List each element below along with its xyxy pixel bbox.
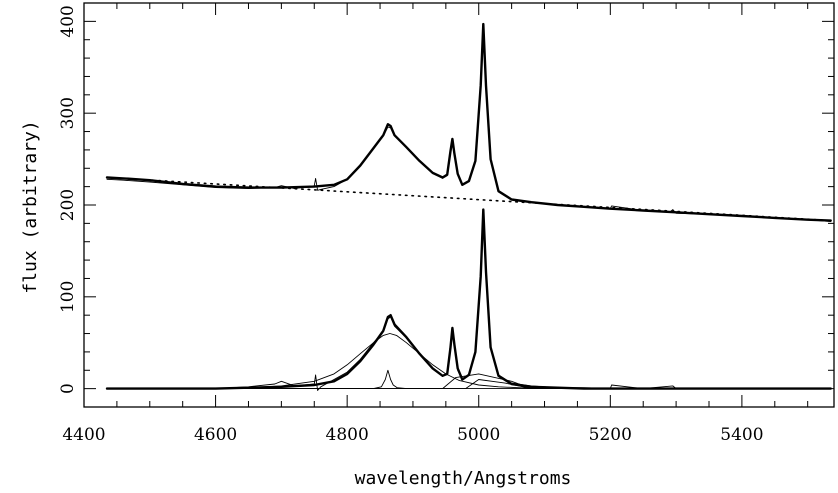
y-tick-label: 400 [58, 5, 78, 37]
y-tick-label: 0 [58, 383, 78, 394]
series-line-5 [105, 208, 832, 390]
plot-frame [83, 2, 835, 408]
tick-labels: 4400 4600 4800 5000 5200 5400 0 100 200 300 400 [58, 5, 764, 445]
x-tick-label: 5200 [589, 425, 632, 445]
series-line-9 [106, 379, 832, 390]
x-tick-label: 4400 [62, 425, 105, 445]
series-line-1 [106, 27, 832, 222]
x-tick-label: 5000 [457, 425, 500, 445]
y-tick-label: 300 [58, 97, 78, 129]
axis-ticks [83, 2, 834, 407]
axes-frame [83, 2, 835, 408]
y-tick-label: 200 [58, 189, 78, 221]
x-tick-label: 5400 [720, 425, 763, 445]
series-line-4 [106, 213, 832, 391]
x-tick-label: 4600 [194, 425, 237, 445]
series-line-2 [105, 22, 832, 222]
series-lines [105, 22, 832, 391]
x-tick-label: 4800 [326, 425, 369, 445]
y-axis-label: flux (arbitrary) [20, 120, 41, 293]
x-axis-label: wavelength/Angstroms [355, 468, 572, 489]
y-tick-label: 100 [58, 281, 78, 313]
series-line-3 [106, 176, 832, 222]
series-line-6 [106, 333, 832, 390]
